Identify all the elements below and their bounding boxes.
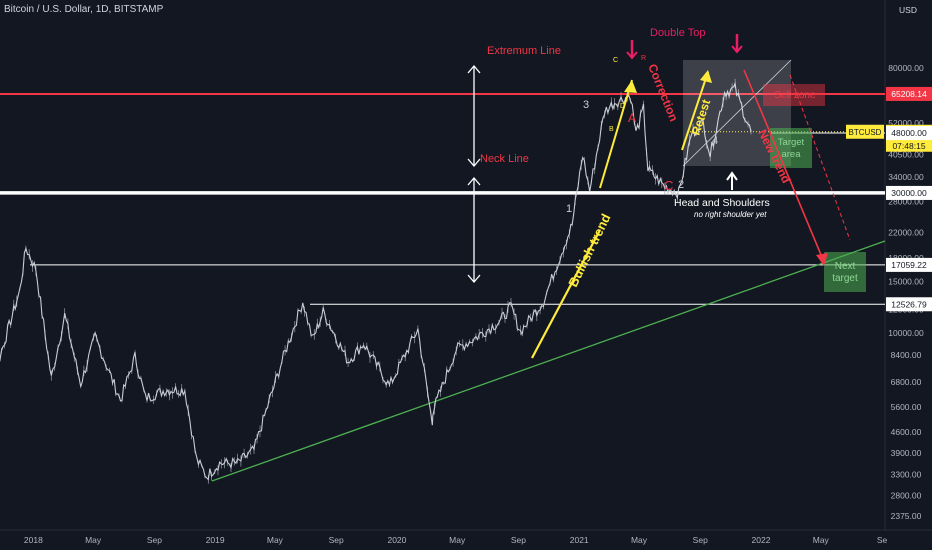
measure-arrow-head-bottom bbox=[467, 274, 481, 283]
y-tick-label: 4600.00 bbox=[891, 427, 922, 437]
y-tick-label: 3900.00 bbox=[891, 448, 922, 458]
support-trendline bbox=[211, 240, 886, 482]
bullish-arrow-upper bbox=[599, 79, 633, 189]
bullish-arrow-head bbox=[624, 80, 637, 93]
y-tick-label: 80000.00 bbox=[888, 63, 924, 73]
y-tick-label: 34000.00 bbox=[888, 172, 924, 182]
x-tick-label: 2021 bbox=[570, 535, 589, 545]
wave-label: 2 bbox=[678, 179, 684, 191]
new-trend-arrow-head bbox=[816, 253, 828, 266]
y-tick-label: 5600.00 bbox=[891, 402, 922, 412]
new-trend-arrow-line bbox=[743, 69, 825, 263]
price-tag-label: 17059.22 bbox=[891, 260, 927, 270]
y-tick-label: 22000.00 bbox=[888, 227, 924, 237]
x-tick-label: Sep bbox=[147, 535, 162, 545]
countdown-tag-bg bbox=[886, 138, 932, 152]
price-tag-bg bbox=[886, 257, 932, 272]
ticker-tag-bg[interactable] bbox=[846, 124, 884, 139]
retest-arrow-head bbox=[700, 70, 712, 83]
symbol-title: Bitcoin / U.S. Dollar, 1D, BITSTAMP bbox=[4, 4, 164, 15]
price-series-line bbox=[0, 81, 752, 481]
price-tag-bg bbox=[886, 185, 932, 200]
correction-label: Correction bbox=[645, 62, 681, 124]
x-tick-label: 2020 bbox=[387, 535, 406, 545]
wave-label: R bbox=[641, 55, 646, 62]
next-target-label-1: Next bbox=[835, 261, 856, 272]
x-tick-label: May bbox=[85, 535, 102, 545]
x-tick-label: May bbox=[449, 535, 466, 545]
bullish-arrow-line bbox=[531, 229, 601, 359]
measure-arrow-head-top bbox=[467, 65, 481, 74]
y-tick-label: 10000.00 bbox=[888, 328, 924, 338]
ticker-tag-label: BTCUSD bbox=[849, 128, 882, 137]
price-tag-bg bbox=[886, 297, 932, 312]
y-tick-label: 2375.00 bbox=[891, 511, 922, 521]
x-tick-label: 2022 bbox=[752, 535, 771, 545]
price-tag-label: 48000.00 bbox=[891, 128, 927, 138]
dashed-projection-line bbox=[789, 74, 851, 241]
x-tick-label: 2019 bbox=[206, 535, 225, 545]
price-tag-label: 12526.79 bbox=[891, 299, 927, 309]
y-tick-label: 28000.00 bbox=[888, 197, 924, 207]
y-tick-label: 52000.00 bbox=[888, 118, 924, 128]
next-target-label-2: target bbox=[832, 273, 858, 284]
next-target-box[interactable] bbox=[824, 252, 866, 292]
wave-label: 3 bbox=[583, 99, 589, 111]
x-tick-label: Se bbox=[877, 535, 888, 545]
y-tick-label: 40500.00 bbox=[888, 150, 924, 160]
sell-zone-box[interactable] bbox=[763, 84, 825, 106]
x-tick-label: May bbox=[813, 535, 830, 545]
x-tick-label: Sep bbox=[511, 535, 526, 545]
wave-label: C bbox=[613, 57, 618, 64]
price-tag-label: 65208.14 bbox=[891, 89, 927, 99]
retest-arrow-line bbox=[681, 71, 709, 151]
price-tag-bg bbox=[886, 86, 932, 101]
x-tick-label: 2018 bbox=[24, 535, 43, 545]
extremum-line-label: Extremum Line bbox=[487, 45, 561, 57]
price-tag-label: 30000.00 bbox=[891, 188, 927, 198]
range-diagonal bbox=[682, 59, 792, 167]
measure-arrow-head-bottom bbox=[467, 158, 481, 167]
wave-label: A bbox=[628, 111, 636, 125]
measure-arrow-head-top bbox=[467, 177, 481, 186]
double-top-arrow-head bbox=[626, 51, 638, 60]
y-tick-label: 3300.00 bbox=[891, 469, 922, 479]
wave-label: D bbox=[620, 103, 625, 110]
head-shoulders-arrow-head bbox=[726, 171, 738, 181]
target-area-label-2: area bbox=[781, 149, 801, 160]
currency-label: USD bbox=[899, 5, 917, 15]
price-tag-bg bbox=[886, 126, 932, 141]
wave-label: 4 bbox=[712, 135, 718, 147]
neck-line-label: Neck Line bbox=[480, 153, 529, 165]
y-tick-label: 6800.00 bbox=[891, 377, 922, 387]
wave-label: 1 bbox=[566, 203, 572, 215]
wave-label: B bbox=[609, 126, 614, 133]
wave-label: C bbox=[664, 178, 673, 193]
sell-zone-label: Sell zone bbox=[774, 90, 816, 101]
x-tick-label: Sep bbox=[329, 535, 344, 545]
double-top-arrow-head bbox=[731, 45, 743, 54]
x-tick-label: May bbox=[267, 535, 284, 545]
x-tick-label: Sep bbox=[693, 535, 708, 545]
x-tick-label: May bbox=[631, 535, 648, 545]
y-tick-label: 8400.00 bbox=[891, 350, 922, 360]
y-tick-label: 15000.00 bbox=[888, 276, 924, 286]
target-area-label-1: Target bbox=[778, 137, 805, 148]
no-right-shoulder-label: no right shoulder yet bbox=[694, 210, 767, 219]
head-shoulders-label: Head and Shoulders bbox=[674, 197, 770, 209]
double-top-label: Double Top bbox=[650, 27, 705, 39]
countdown-label: 07:48:15 bbox=[892, 141, 925, 151]
y-tick-label: 2800.00 bbox=[891, 490, 922, 500]
